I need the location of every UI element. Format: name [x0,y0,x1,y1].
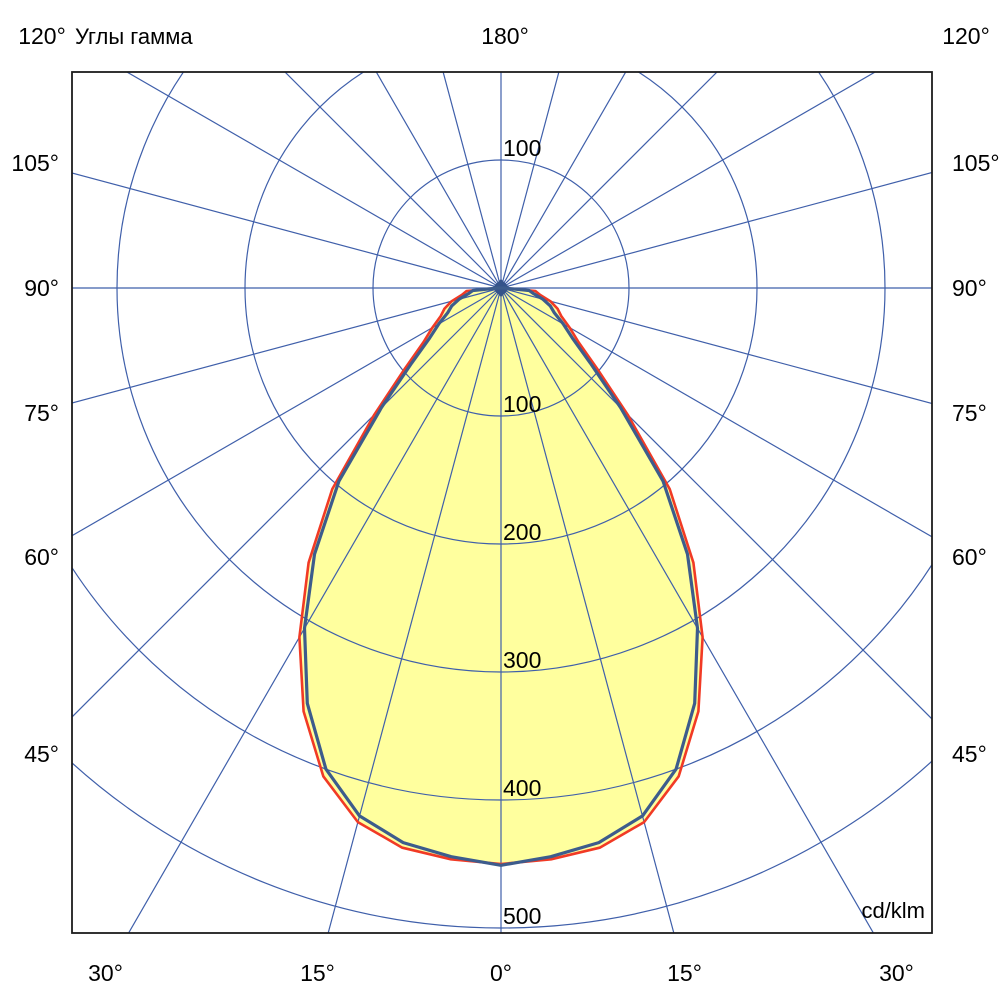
gamma-label-bottom-1: 15° [300,960,335,986]
polar-grid-radial-45 [500,287,932,720]
polar-grid-radial-165 [500,72,560,289]
polar-grid-radial-150 [500,72,627,289]
polar-grid-radial-60 [500,287,932,538]
polar-grid-radial-225 [284,72,502,289]
gamma-label-right-75: 75° [952,400,987,426]
ring-value-label-300: 300 [503,647,541,673]
gamma-label-left-60: 60° [24,544,59,570]
ring-value-label-200: 200 [503,519,541,545]
gamma-label-corner-right: 120° [942,23,990,49]
polar-grid-radial-210 [375,72,502,289]
ring-value-label-100: 100 [503,391,541,417]
polar-grid-radial-285 [72,287,502,404]
polar-grid-radial-15 [500,287,675,933]
polar-grid-radial-75 [500,287,932,405]
gamma-label-right-60: 60° [952,544,987,570]
polar-grid-radial-330 [127,287,502,933]
polar-grid-radial-105 [500,171,932,289]
gamma-label-top: 180° [481,23,529,49]
polar-grid-radial-135 [500,72,718,289]
plot-frame [71,71,933,934]
polar-grid-radial-345 [327,287,502,933]
gamma-label-left-75: 75° [24,400,59,426]
polar-grid-radial-120 [500,72,877,289]
polar-grid-radial-300 [72,287,502,537]
polar-grid-radial-255 [72,172,502,289]
gamma-label-corner-left: 120° [18,23,66,49]
gamma-label-left-45: 45° [24,741,59,767]
gamma-label-right-45: 45° [952,741,987,767]
ring-value-label-upper-100: 100 [503,135,541,161]
gamma-label-bottom-4: 30° [879,960,914,986]
gamma-label-right-90: 90° [952,275,987,301]
gamma-label-left-90: 90° [24,275,59,301]
gamma-label-right-105: 105° [952,150,1000,176]
gamma-label-bottom-0: 30° [88,960,123,986]
polar-grid-radial-315 [72,287,502,718]
gamma-label-bottom-3: 15° [667,960,702,986]
polar-grid-radial-30 [500,287,875,933]
gamma-label-bottom-2: 0° [490,960,512,986]
ring-value-label-400: 400 [503,775,541,801]
chart-title: Углы гамма [75,24,193,49]
intensity-curve-inner [302,286,700,867]
ring-value-label-500: 500 [503,903,541,929]
radial-unit-label: cd/klm [861,898,925,923]
polar-grid-radial-240 [125,72,502,289]
gamma-label-left-105: 105° [11,150,59,176]
polar-grid-radial-195 [442,72,502,289]
